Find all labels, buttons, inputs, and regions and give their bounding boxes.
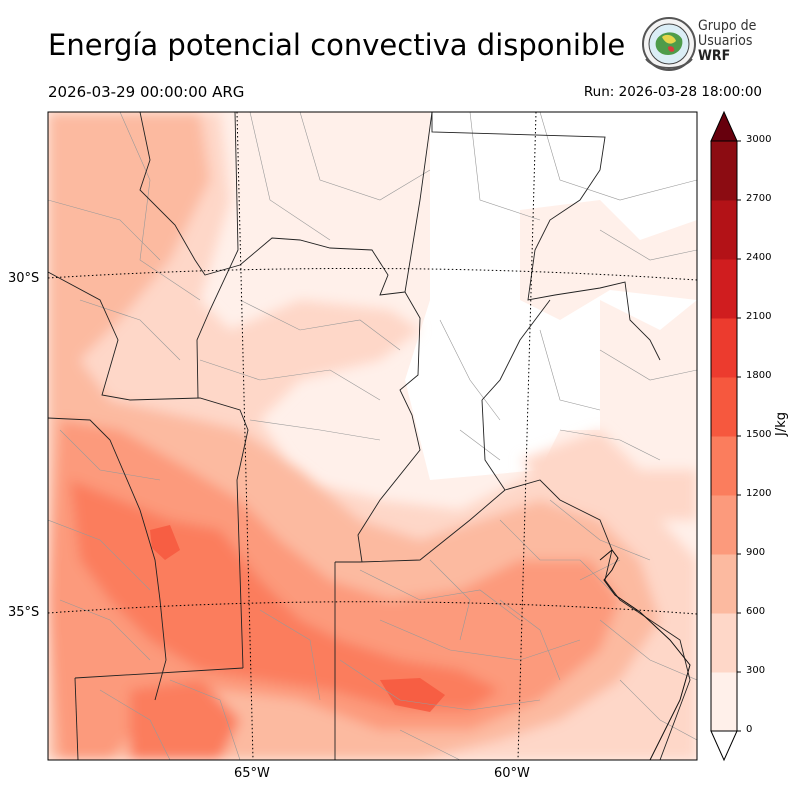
colorbar-tick-label: 900 (746, 547, 766, 558)
logo-line-3: WRF (698, 48, 731, 64)
colorbar-bin-7 (711, 259, 737, 319)
globe-logo-icon (642, 17, 696, 71)
coastline (599, 549, 691, 760)
colorbar-bin-0 (711, 672, 737, 732)
colorbar-unit: J/kg (774, 412, 789, 436)
colorbar-tick-label: 1500 (746, 429, 772, 440)
colorbar-bin-6 (711, 318, 737, 378)
group-logo: Grupo de Usuarios WRF (638, 15, 768, 75)
colorbar-bin-4 (711, 436, 737, 496)
department-boundaries (48, 112, 697, 760)
graticule (48, 112, 697, 760)
cape-contour-0-300-ne (520, 200, 697, 320)
colorbar-extend-max (710, 110, 738, 142)
colorbar-bin-2 (711, 554, 737, 614)
cape-contour-1200-1500 (70, 480, 500, 710)
colorbar-tick-label: 1200 (746, 488, 772, 499)
parallel-30s (48, 267, 697, 281)
map-title: Energía potencial convectiva disponible (48, 28, 626, 62)
colorbar (710, 110, 741, 762)
colorbar-bin-9 (711, 141, 737, 201)
lat-label-30s: 30°S (8, 271, 40, 286)
province-boundaries (48, 112, 691, 760)
colorbar-bin-5 (711, 377, 737, 437)
colorbar-tick-label: 2100 (746, 311, 772, 322)
cape-field (48, 112, 697, 760)
lon-label-65w: 65°W (234, 766, 270, 781)
lat-label-35s: 35°S (8, 605, 40, 620)
run-time: Run: 2026-03-28 18:00:00 (583, 84, 762, 100)
colorbar-extend-min (710, 730, 738, 762)
colorbar-tick-label: 2400 (746, 252, 772, 263)
colorbar-tick-label: 0 (746, 724, 753, 735)
cape-contour-1200-1500-b (130, 680, 240, 760)
cape-contour-1500-1800-a (150, 525, 180, 560)
colorbar-tick-label: 1800 (746, 370, 772, 381)
colorbar-bin-8 (711, 200, 737, 260)
cape-contour-1500-1800-b (380, 678, 445, 712)
cape-contour-300-600-east (520, 430, 697, 520)
logo-line-1: Grupo de (698, 18, 757, 34)
logo-text: Grupo de Usuarios WRF (698, 19, 756, 64)
colorbar-bin-1 (711, 613, 737, 673)
meridian-65w (236, 112, 254, 760)
colorbar-tick-label: 600 (746, 606, 766, 617)
map-frame (47, 111, 698, 761)
cape-contour-900-1200 (48, 420, 620, 760)
colorbar-tick-label: 3000 (746, 134, 772, 145)
meridian-60w (517, 112, 537, 760)
colorbar-tick-label: 300 (746, 665, 766, 676)
valid-time: 2026-03-29 00:00:00 ARG (48, 83, 245, 101)
parallel-35s (48, 601, 697, 615)
lon-label-60w: 60°W (494, 766, 530, 781)
logo-line-2: Usuarios (698, 33, 753, 49)
colorbar-tick-label: 2700 (746, 193, 772, 204)
colorbar-bin-3 (711, 495, 737, 555)
